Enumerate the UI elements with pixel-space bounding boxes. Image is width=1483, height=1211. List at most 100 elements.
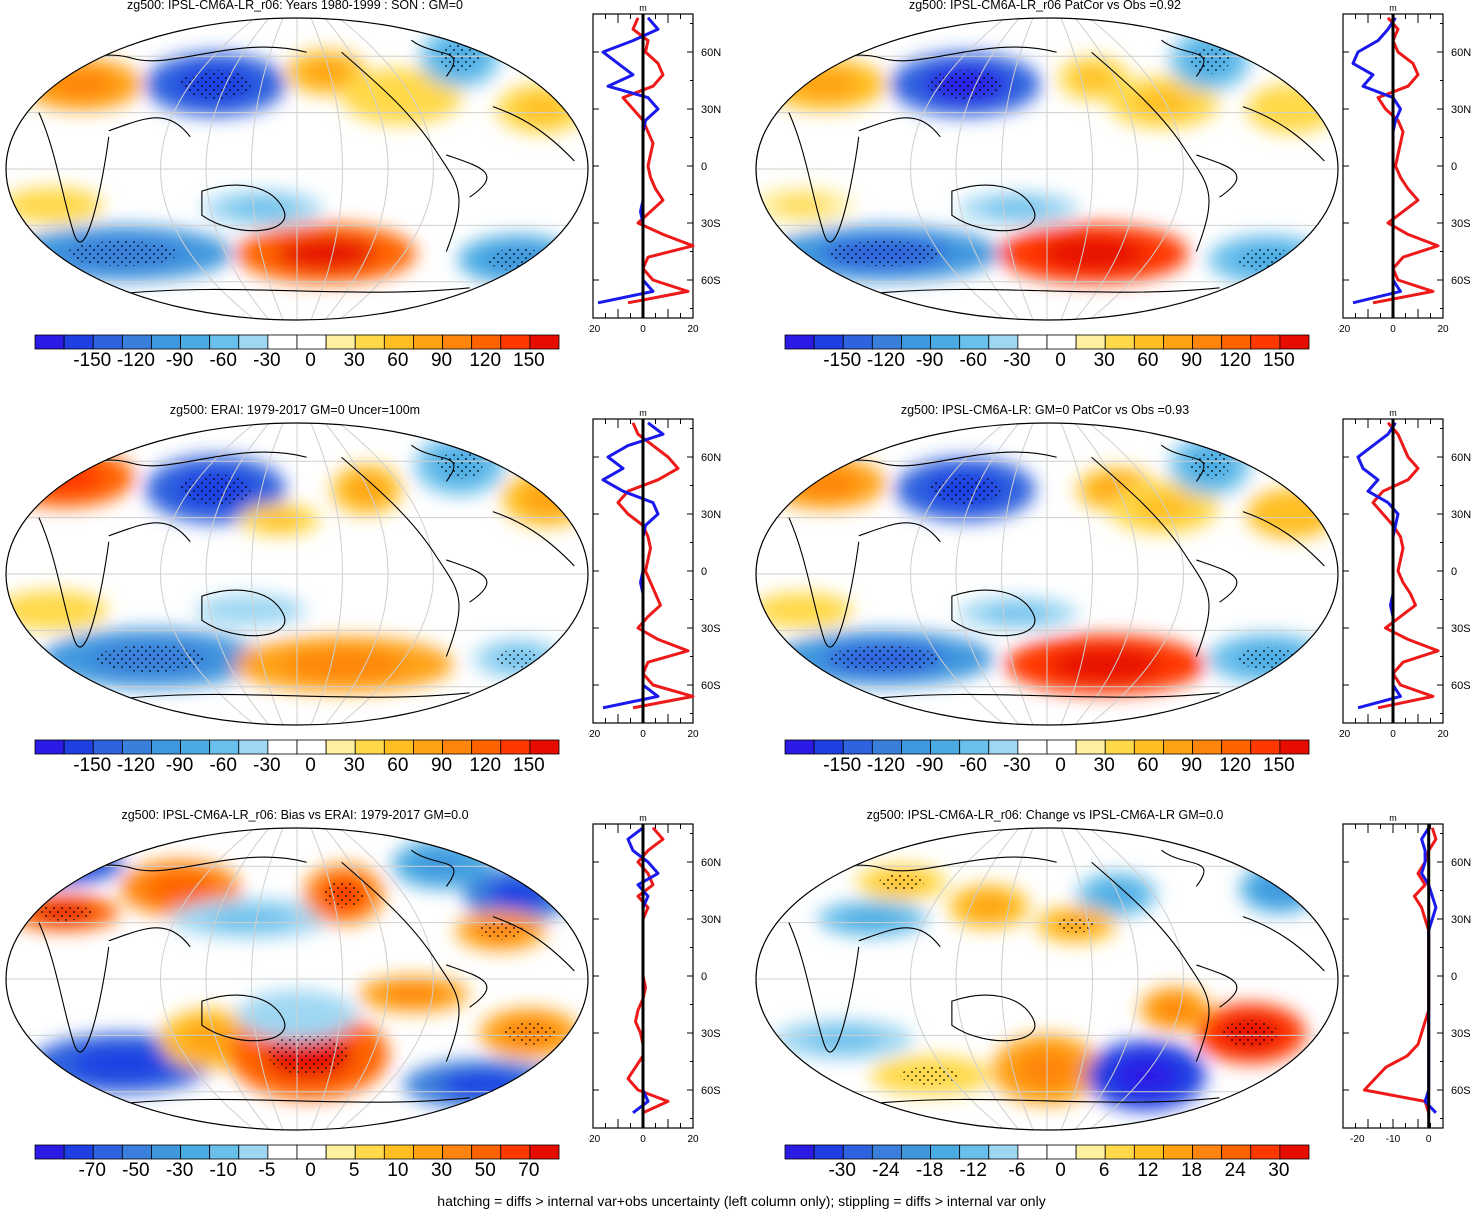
coastline [1161, 849, 1205, 887]
colorbar-segment [988, 739, 1019, 755]
zonal-mean-plot: m -20 0 20 60N 30N 0 30S 60S [1338, 408, 1471, 740]
zonal-lat-label: 60N [1451, 857, 1471, 869]
zonal-x-tick-label: 20 [687, 729, 699, 740]
zonal-lat-label: 0 [701, 566, 707, 578]
zonal-x-tick-label: 0 [1390, 729, 1396, 740]
colorbar-segment [1104, 334, 1135, 350]
coastline [120, 287, 470, 295]
zonal-red-line [616, 422, 695, 710]
colorbar-tick-label: 90 [430, 755, 453, 776]
colorbar-segment [121, 739, 152, 755]
zonal-x-tick-label: -20 [588, 1134, 601, 1145]
colorbar-tick-label: -70 [78, 1160, 106, 1181]
colorbar-segment [1221, 334, 1252, 350]
map-plot [755, 17, 1339, 321]
map-plot [755, 827, 1339, 1131]
anomaly-core [229, 198, 296, 219]
anomaly-core [48, 70, 115, 99]
zonal-lat-label: 30N [701, 104, 721, 116]
colorbar-segment [296, 1144, 327, 1160]
colorbar-segment [1163, 1144, 1193, 1160]
colorbar-segment [1046, 739, 1077, 755]
colorbar-segment [325, 739, 356, 755]
stippling-region [826, 240, 942, 267]
stippling-region [1056, 916, 1097, 933]
zonal-red-line [1371, 421, 1440, 710]
colorbar-segment [413, 334, 443, 350]
colorbar-segment [413, 1144, 443, 1160]
anomaly-core [1133, 88, 1194, 117]
colorbar-tick-label: 60 [1137, 350, 1159, 371]
colorbar-tick-label: 10 [387, 1160, 409, 1181]
colorbar-segment [442, 739, 473, 755]
coastline [120, 692, 470, 700]
colorbar-tick-label: 120 [1219, 755, 1252, 776]
colorbar-tick-label: -12 [959, 1160, 987, 1181]
anomaly-core [1266, 499, 1317, 528]
colorbar-tick-label: 0 [1055, 755, 1066, 776]
colorbar-segment [354, 334, 385, 350]
stippling-region [437, 451, 483, 479]
colorbar-tick-label: 0 [305, 1160, 316, 1181]
anomaly-core [1266, 94, 1317, 123]
coastline [1091, 456, 1210, 657]
coastline [870, 692, 1220, 700]
anomaly-core [206, 907, 295, 930]
coastline [201, 184, 286, 232]
colorbar-segment [1163, 739, 1193, 755]
zonal-lat-label: 0 [701, 971, 707, 983]
coastline [1091, 861, 1210, 1062]
zonal-x-tick-label: 20 [1437, 324, 1449, 335]
anomaly-core [25, 195, 81, 216]
colorbar-segment [209, 334, 240, 350]
colorbar-tick-label: -30 [253, 350, 281, 371]
anomaly-core [792, 469, 859, 498]
colorbar-tick-label: 30 [1093, 755, 1115, 776]
colorbar-tick-label: 120 [469, 755, 502, 776]
zonal-lat-label: 30S [1451, 218, 1471, 230]
colorbar-tick-label: -60 [209, 350, 237, 371]
coastline [411, 849, 455, 887]
colorbar [34, 334, 560, 350]
colorbar-tick-label: -150 [823, 350, 862, 371]
anomaly-core [522, 483, 573, 514]
colorbar-segment [930, 739, 961, 755]
colorbar-segment [529, 334, 560, 350]
colorbar-segment [442, 1144, 473, 1160]
anomaly-core [276, 237, 376, 271]
stippling-region [879, 874, 924, 891]
colorbar-segment [1163, 334, 1193, 350]
colorbar-segment [959, 1144, 990, 1160]
colorbar-segment [34, 739, 65, 755]
colorbar-segment [959, 334, 990, 350]
colorbar-segment [988, 1144, 1019, 1160]
colorbar-segment [1046, 1144, 1077, 1160]
coastline [341, 861, 460, 1062]
colorbar-segment [63, 334, 94, 350]
panel-title: zg500: IPSL-CM6A-LR: GM=0 PatCor vs Obs … [900, 403, 1190, 417]
anomaly-core [347, 475, 387, 504]
anomaly-core [283, 649, 405, 680]
colorbar-labels: -30 -24 -18 -12 -6 0 6 12 18 24 30 [784, 1160, 1308, 1184]
colorbar-segment [471, 739, 502, 755]
zonal-red-line [621, 17, 695, 305]
panel-title: zg500: IPSL-CM6A-LR_r06: Change vs IPSL-… [866, 808, 1224, 822]
anomaly-core [25, 460, 103, 494]
colorbar-tick-label: -120 [116, 350, 155, 371]
anomaly-core [1112, 1056, 1179, 1095]
colorbar-segment [930, 334, 961, 350]
stippling-region [96, 645, 207, 673]
coastline [1196, 964, 1238, 1008]
colorbar-segment [1133, 334, 1164, 350]
colorbar-tick-label: 0 [1055, 1160, 1066, 1181]
colorbar-tick-label: 90 [1180, 350, 1203, 371]
colorbar-segment [1133, 1144, 1164, 1160]
colorbar-segment [442, 334, 473, 350]
colorbar-segment [842, 739, 873, 755]
zonal-x-tick-label: -20 [1350, 1134, 1365, 1145]
colorbar-segment [500, 1144, 531, 1160]
anomaly-core [775, 195, 831, 216]
coastline [341, 456, 460, 657]
colorbar-segment [209, 1144, 240, 1160]
colorbar-segment [1192, 334, 1223, 350]
